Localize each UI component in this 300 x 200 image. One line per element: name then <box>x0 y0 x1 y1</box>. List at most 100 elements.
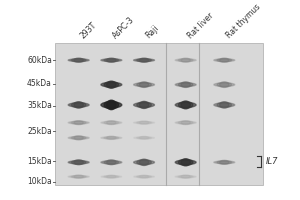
Text: AsPC-3: AsPC-3 <box>111 15 136 40</box>
Ellipse shape <box>137 175 151 178</box>
Ellipse shape <box>214 103 235 107</box>
Ellipse shape <box>68 103 89 107</box>
Ellipse shape <box>104 59 118 62</box>
Ellipse shape <box>175 59 196 61</box>
Ellipse shape <box>104 101 118 109</box>
Ellipse shape <box>101 82 122 87</box>
Ellipse shape <box>217 59 232 62</box>
Ellipse shape <box>101 176 122 178</box>
Ellipse shape <box>140 101 149 108</box>
Ellipse shape <box>68 137 89 139</box>
Text: IL7: IL7 <box>266 157 278 166</box>
Ellipse shape <box>74 102 83 108</box>
Ellipse shape <box>140 121 149 124</box>
Ellipse shape <box>140 159 149 165</box>
Ellipse shape <box>134 59 154 61</box>
Ellipse shape <box>71 175 86 178</box>
Ellipse shape <box>134 137 154 139</box>
Ellipse shape <box>104 160 118 164</box>
Ellipse shape <box>137 121 151 124</box>
Ellipse shape <box>107 175 116 178</box>
Ellipse shape <box>101 161 122 164</box>
Ellipse shape <box>178 82 193 87</box>
Ellipse shape <box>178 175 193 178</box>
Ellipse shape <box>71 160 86 164</box>
Ellipse shape <box>71 102 86 108</box>
Ellipse shape <box>104 137 118 139</box>
Ellipse shape <box>181 82 190 87</box>
Ellipse shape <box>140 136 149 139</box>
Ellipse shape <box>74 175 83 178</box>
Ellipse shape <box>134 176 154 178</box>
Ellipse shape <box>107 58 116 62</box>
Ellipse shape <box>220 102 229 108</box>
Ellipse shape <box>175 160 196 165</box>
Text: Rat liver: Rat liver <box>186 11 215 40</box>
Ellipse shape <box>71 59 86 62</box>
Ellipse shape <box>140 58 149 62</box>
Ellipse shape <box>175 102 196 107</box>
Ellipse shape <box>134 103 154 107</box>
Ellipse shape <box>220 58 229 62</box>
Ellipse shape <box>104 82 118 88</box>
Ellipse shape <box>175 83 196 86</box>
Ellipse shape <box>178 59 193 62</box>
Ellipse shape <box>74 121 83 125</box>
Ellipse shape <box>74 58 83 62</box>
Ellipse shape <box>68 161 89 164</box>
Text: 45kDa: 45kDa <box>27 79 52 88</box>
Ellipse shape <box>101 102 122 108</box>
Ellipse shape <box>71 136 86 139</box>
Text: 25kDa: 25kDa <box>27 127 52 136</box>
Ellipse shape <box>68 121 89 124</box>
Ellipse shape <box>74 160 83 165</box>
Ellipse shape <box>178 102 193 108</box>
Ellipse shape <box>74 136 83 140</box>
Ellipse shape <box>137 102 151 108</box>
Text: 10kDa: 10kDa <box>27 177 52 186</box>
Ellipse shape <box>220 160 229 164</box>
Ellipse shape <box>214 59 235 61</box>
Ellipse shape <box>107 81 116 88</box>
Text: 15kDa: 15kDa <box>27 157 52 166</box>
Ellipse shape <box>214 83 235 86</box>
Ellipse shape <box>137 137 151 139</box>
Ellipse shape <box>68 176 89 178</box>
Text: 35kDa: 35kDa <box>27 101 52 110</box>
Text: 293T: 293T <box>79 20 99 40</box>
Ellipse shape <box>140 82 149 87</box>
Ellipse shape <box>178 159 193 165</box>
Ellipse shape <box>181 101 190 109</box>
Ellipse shape <box>71 121 86 124</box>
Ellipse shape <box>214 161 235 164</box>
Ellipse shape <box>101 121 122 124</box>
Ellipse shape <box>175 176 196 178</box>
Ellipse shape <box>137 82 151 87</box>
Ellipse shape <box>107 100 116 110</box>
Ellipse shape <box>220 82 229 87</box>
Ellipse shape <box>101 137 122 139</box>
Ellipse shape <box>178 121 193 124</box>
Ellipse shape <box>107 136 116 139</box>
Ellipse shape <box>104 175 118 178</box>
Ellipse shape <box>101 59 122 61</box>
Ellipse shape <box>181 58 190 62</box>
Ellipse shape <box>134 122 154 124</box>
Ellipse shape <box>140 175 149 178</box>
Text: Raji: Raji <box>144 23 161 40</box>
Ellipse shape <box>181 159 190 166</box>
FancyBboxPatch shape <box>55 43 263 185</box>
Ellipse shape <box>68 59 89 61</box>
Ellipse shape <box>217 102 232 108</box>
Text: 60kDa: 60kDa <box>27 56 52 65</box>
Text: Rat thymus: Rat thymus <box>224 2 262 40</box>
Ellipse shape <box>137 59 151 62</box>
Ellipse shape <box>134 83 154 86</box>
Ellipse shape <box>107 160 116 165</box>
Ellipse shape <box>104 121 118 124</box>
Ellipse shape <box>217 82 232 87</box>
Ellipse shape <box>175 121 196 124</box>
Ellipse shape <box>181 121 190 125</box>
Ellipse shape <box>134 160 154 164</box>
Ellipse shape <box>107 121 116 125</box>
